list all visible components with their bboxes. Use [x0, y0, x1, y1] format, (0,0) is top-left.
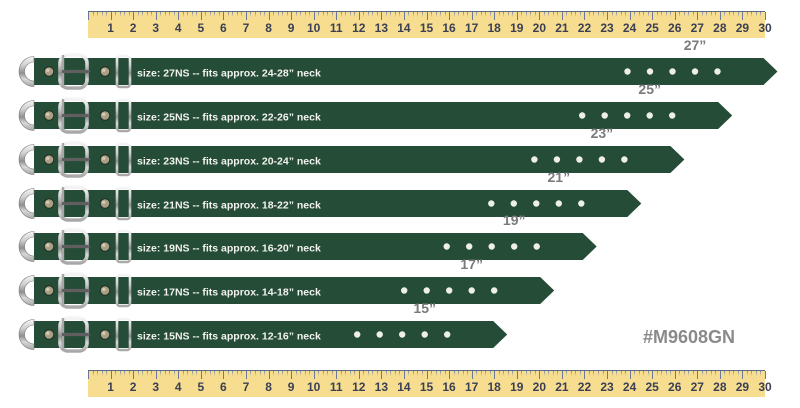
svg-text:27”: 27” — [684, 37, 707, 53]
svg-text:23”: 23” — [591, 125, 614, 141]
svg-text:17”: 17” — [460, 256, 483, 272]
svg-text:21”: 21” — [548, 169, 571, 185]
svg-text:19”: 19” — [503, 212, 526, 228]
svg-text:25”: 25” — [638, 81, 661, 97]
svg-text:15”: 15” — [413, 300, 436, 316]
svg-text:size: 15NS -- fits approx. 12-: size: 15NS -- fits approx. 12-16” neck — [137, 331, 321, 343]
